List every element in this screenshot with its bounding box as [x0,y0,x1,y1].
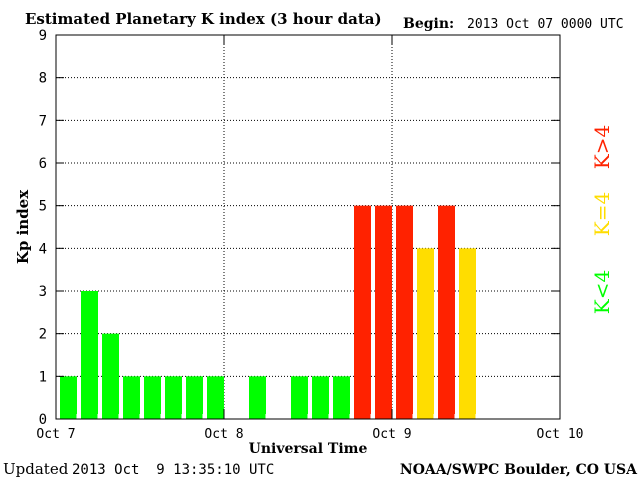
bar [417,248,434,419]
updated-value: 2013 Oct 9 13:35:10 UTC [72,462,274,478]
bar [333,376,350,419]
y-tick-label: 6 [39,156,47,172]
y-tick-label: 8 [39,71,47,87]
bar [60,376,77,419]
x-tick-label: Oct 10 [537,427,584,442]
x-tick-label: Oct 9 [372,427,411,442]
x-axis-label: Universal Time [249,441,368,457]
begin-label: Begin: [403,16,454,32]
bar [165,376,182,419]
bar [81,291,98,419]
x-tick-labels: Oct 7 Oct 8 Oct 9 Oct 10 [36,427,583,442]
begin-value: 2013 Oct 07 0000 UTC [467,17,624,32]
legend-equal4: K=4 [590,192,614,236]
bar [186,376,203,419]
y-axis-label: Kp index [14,189,32,264]
bar [207,376,224,419]
bar [459,248,476,419]
bar [396,205,413,419]
y-tick-labels: 0 1 2 3 4 5 6 7 8 9 [39,28,47,428]
y-tick-label: 9 [39,28,47,44]
y-tick-label: 3 [39,284,47,300]
bar [144,376,161,419]
y-tick-label: 2 [39,327,47,343]
bars [60,205,476,419]
x-tick-label: Oct 8 [204,427,243,442]
grid-lines [56,35,560,419]
chart-title: Estimated Planetary K index (3 hour data… [25,10,382,28]
legend-low: K<4 [590,270,614,314]
bar [102,333,119,419]
y-tick-label: 7 [39,113,47,129]
plot-frame [55,34,561,420]
bar [354,205,371,419]
bar [291,376,308,419]
bar [249,376,266,419]
ticks [55,34,561,420]
updated-label: Updated [3,460,69,478]
legend-high: K>4 [590,125,614,169]
source-label: NOAA/SWPC Boulder, CO USA [400,462,638,478]
y-tick-label: 0 [39,412,47,428]
x-tick-label: Oct 7 [36,427,75,442]
y-tick-label: 1 [39,369,47,385]
bar [375,205,392,419]
y-tick-label: 5 [39,199,47,215]
bar [123,376,140,419]
bar [438,205,455,419]
bar [312,376,329,419]
y-tick-label: 4 [39,241,47,257]
